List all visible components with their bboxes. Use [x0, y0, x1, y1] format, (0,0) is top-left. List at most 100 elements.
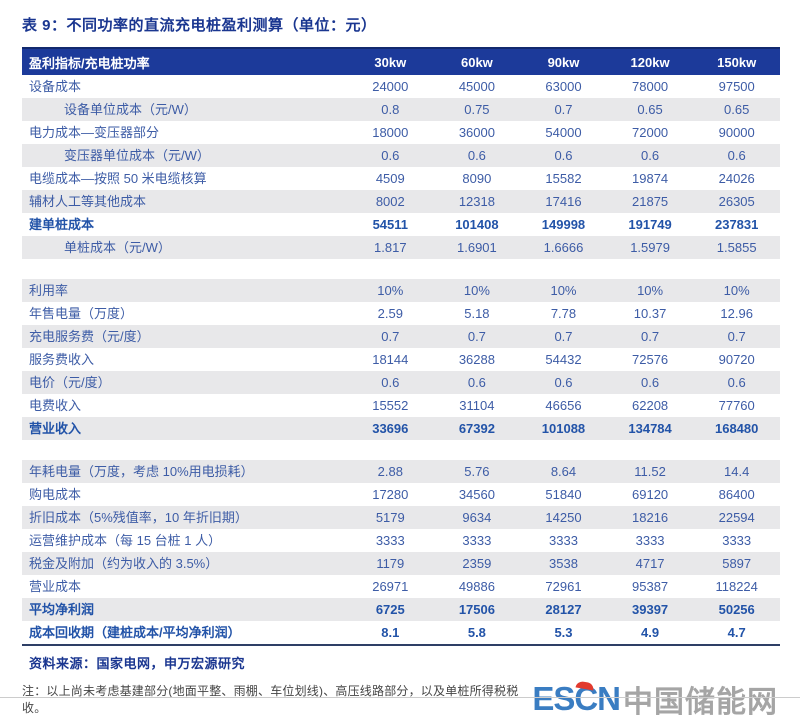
row-label: 成本回收期（建桩成本/平均净利润） [29, 625, 241, 640]
row-label: 营业成本 [29, 579, 82, 594]
cell-value: 3333 [722, 533, 752, 548]
cell-value: 54432 [545, 352, 582, 367]
cell-value: 54000 [545, 125, 582, 140]
row-label: 电力成本—变压器部分 [29, 125, 160, 140]
row-label: 辅材人工等其他成本 [22, 190, 347, 213]
cell-value: 0.65 [693, 98, 780, 121]
cell-value: 8002 [347, 190, 434, 213]
cell-value: 1.5855 [693, 236, 780, 259]
row-label: 电费收入 [29, 398, 82, 413]
cell-value: 15582 [545, 171, 582, 186]
cell-value: 101088 [520, 417, 607, 440]
table-row: 辅材人工等其他成本 8002 12318 17416 21875 26305 [22, 190, 780, 213]
cell-value: 8.64 [520, 460, 607, 483]
cell-value: 36288 [458, 352, 495, 367]
cell-value: 26305 [693, 190, 780, 213]
cell-value: 10% [606, 279, 694, 302]
cell-value: 1.6901 [433, 236, 521, 259]
cell-value: 54511 [372, 217, 409, 232]
row-label: 折旧成本（5%残值率，10 年折旧期） [22, 506, 347, 529]
cell-value: 10% [520, 279, 607, 302]
table-row: 设备单位成本（元/W） 0.8 0.75 0.7 0.65 0.65 [22, 98, 780, 121]
cell-value: 134784 [606, 417, 694, 440]
table-row: 设备成本 24000 45000 63000 78000 97500 [22, 75, 780, 98]
cell-value: 95387 [632, 579, 669, 594]
cell-value: 4.7 [727, 625, 746, 640]
cell-value: 12318 [433, 190, 521, 213]
row-label: 单桩成本（元/W） [22, 236, 347, 259]
cell-value: 5.18 [464, 306, 490, 321]
cell-value: 62208 [632, 398, 669, 413]
cell-value: 5.8 [467, 625, 486, 640]
cell-value: 8.1 [381, 625, 400, 640]
cell-value: 50256 [693, 598, 780, 621]
row-label: 年售电量（万度） [29, 306, 134, 321]
table-row: 充电服务费（元/度） 0.7 0.7 0.7 0.7 0.7 [22, 325, 780, 348]
table-row: 单桩成本（元/W） 1.817 1.6901 1.6666 1.5979 1.5855 [22, 236, 780, 259]
cell-value: 1179 [347, 552, 434, 575]
cell-value: 0.7 [693, 325, 780, 348]
cell-value: 14250 [520, 506, 607, 529]
cell-value: 0.7 [520, 325, 607, 348]
cell-value: 24026 [718, 171, 755, 186]
cell-value: 17280 [372, 487, 409, 502]
cell-value: 86400 [718, 487, 755, 502]
cell-value: 0.6 [693, 144, 780, 167]
table-row: 营业成本 26971 49886 72961 95387 118224 [22, 575, 780, 598]
row-label: 变压器单位成本（元/W） [22, 144, 347, 167]
table-row: 利用率 10% 10% 10% 10% 10% [22, 279, 780, 302]
cell-value: 7.78 [550, 306, 577, 321]
cell-value: 3538 [520, 552, 607, 575]
cell-value: 101408 [455, 217, 499, 232]
cell-value: 63000 [545, 79, 582, 94]
cell-value: 0.6 [693, 371, 780, 394]
cell-value: 0.7 [606, 325, 694, 348]
table-row: 年售电量（万度） 2.59 5.18 7.78 10.37 12.96 [22, 302, 780, 325]
cell-value: 49886 [458, 579, 495, 594]
cell-value: 0.6 [433, 144, 521, 167]
cell-value: 5179 [347, 506, 434, 529]
cell-value: 72576 [632, 352, 669, 367]
cell-value: 18144 [372, 352, 409, 367]
section-spacer [22, 440, 780, 460]
cell-value: 2.88 [347, 460, 434, 483]
cell-value: 9634 [433, 506, 521, 529]
table-row: 电缆成本—按照 50 米电缆核算 4509 8090 15582 19874 24026 [22, 167, 780, 190]
cell-value: 237831 [714, 217, 759, 232]
cell-value: 18216 [606, 506, 694, 529]
cell-value: 78000 [632, 79, 669, 94]
cell-value: 45000 [458, 79, 495, 94]
cell-value: 39397 [606, 598, 694, 621]
table-row: 电价（元/度） 0.6 0.6 0.6 0.6 0.6 [22, 371, 780, 394]
cell-value: 0.6 [606, 371, 694, 394]
cell-value: 0.7 [347, 325, 434, 348]
cell-value: 149998 [541, 217, 586, 232]
row-label: 电缆成本—按照 50 米电缆核算 [29, 171, 207, 186]
cell-value: 1.6666 [520, 236, 607, 259]
column-header: 150kw [693, 47, 780, 75]
row-label: 服务费收入 [29, 352, 95, 367]
cell-value: 3333 [375, 533, 405, 548]
section-spacer [22, 259, 780, 279]
table-row: 建单桩成本 54511 101408 149998 191749 237831 [22, 213, 780, 236]
cell-value: 12.96 [720, 306, 753, 321]
cell-value: 0.6 [520, 144, 607, 167]
cell-value: 5.76 [433, 460, 521, 483]
row-label: 年耗电量（万度，考虑 10%用电损耗） [22, 460, 347, 483]
cell-value: 34560 [458, 487, 495, 502]
cell-value: 77760 [718, 398, 755, 413]
table-row: 税金及附加（约为收入的 3.5%） 1179 2359 3538 4717 5897 [22, 552, 780, 575]
table-row: 购电成本 17280 34560 51840 69120 86400 [22, 483, 780, 506]
cell-value: 5897 [693, 552, 780, 575]
cell-value: 5.3 [554, 625, 573, 640]
table-row: 平均净利润 6725 17506 28127 39397 50256 [22, 598, 780, 621]
cell-value: 46656 [545, 398, 582, 413]
table-row: 运营维护成本（每 15 台桩 1 人） 3333 3333 3333 3333 3333 [22, 529, 780, 552]
page-footer: 注：以上尚未考虑基建部分(地面平整、雨棚、车位划线)、高压线路部分，以及单桩所得… [22, 677, 780, 721]
cell-value: 6725 [347, 598, 434, 621]
cell-value: 2.59 [377, 306, 403, 321]
cell-value: 8090 [462, 171, 492, 186]
profit-table: 盈利指标/充电桩功率 30kw 60kw 90kw 120kw 150kw 设备成本 24… [22, 47, 780, 644]
table-header-row: 盈利指标/充电桩功率 30kw 60kw 90kw 120kw 150kw [22, 47, 780, 75]
cell-value: 0.6 [433, 371, 521, 394]
